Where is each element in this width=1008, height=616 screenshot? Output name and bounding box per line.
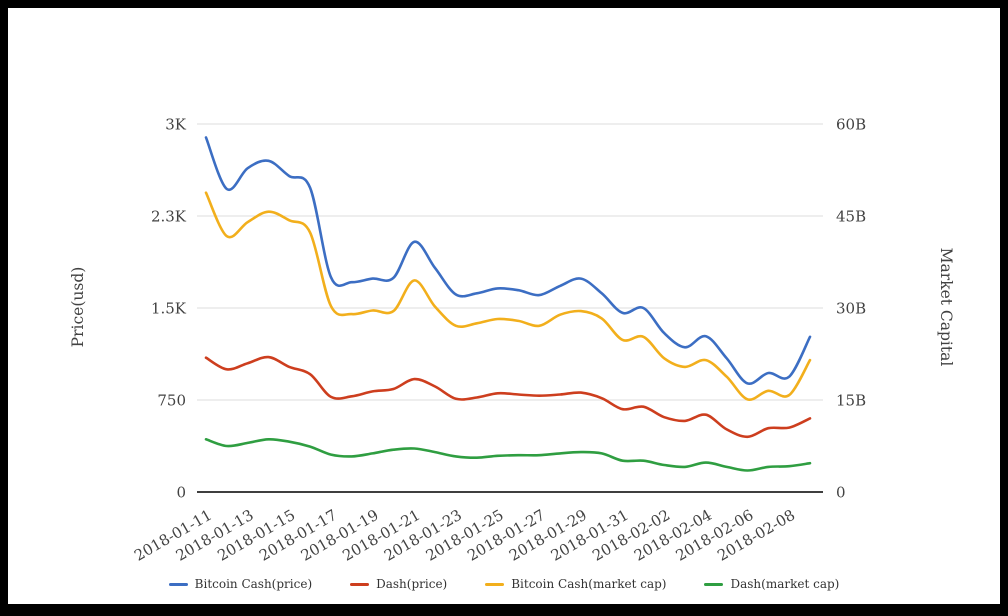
dash-price-line[interactable] [204,355,812,439]
right-axis-tick-label: 45B [836,208,866,226]
left-axis-tick-label: 750 [157,392,186,410]
legend-label: Dash(market cap) [730,577,840,591]
left-axis-title: Price(usd) [69,267,87,348]
left-axis-tick-label: 1.5K [151,300,187,318]
right-axis-tick-label: 60B [836,116,866,134]
right-axis-title: Market Capital [937,248,955,367]
legend-item-dash-price[interactable]: Dash(price) [350,577,447,591]
legend-marker-bitcoin-cash-market-cap [485,582,505,586]
bitcoin-cash-price-line[interactable] [204,136,812,386]
legend-item-bitcoin-cash-market-cap[interactable]: Bitcoin Cash(market cap) [485,577,666,591]
right-axis-tick-label: 0 [836,484,846,502]
left-axis-tick-label: 2.3K [151,208,187,226]
left-axis-tick-label: 3K [165,116,187,134]
legend-label: Dash(price) [376,577,448,591]
dual-axis-line-chart: 07501.5K2.3K3K015B30B45B60B2018-01-11201… [69,116,955,565]
legend-marker-bitcoin-cash-price [168,582,188,586]
legend-label: Bitcoin Cash(market cap) [511,577,667,591]
dash-market-cap-line[interactable] [204,437,812,472]
right-axis-tick-label: 30B [836,300,866,318]
left-axis-tick-label: 0 [176,484,186,502]
legend-marker-dash-market-cap [704,582,724,586]
legend-label: Bitcoin Cash(price) [194,577,313,591]
right-axis-tick-label: 15B [836,392,866,410]
legend-item-bitcoin-cash-price[interactable]: Bitcoin Cash(price) [168,577,313,591]
legend-marker-dash-price [350,582,370,586]
legend-item-dash-market-cap[interactable]: Dash(market cap) [704,577,839,591]
chart-legend: Bitcoin Cash(price) Dash(price) Bitcoin Ca… [8,574,1000,594]
bitcoin-cash-market-cap-line[interactable] [204,191,812,402]
